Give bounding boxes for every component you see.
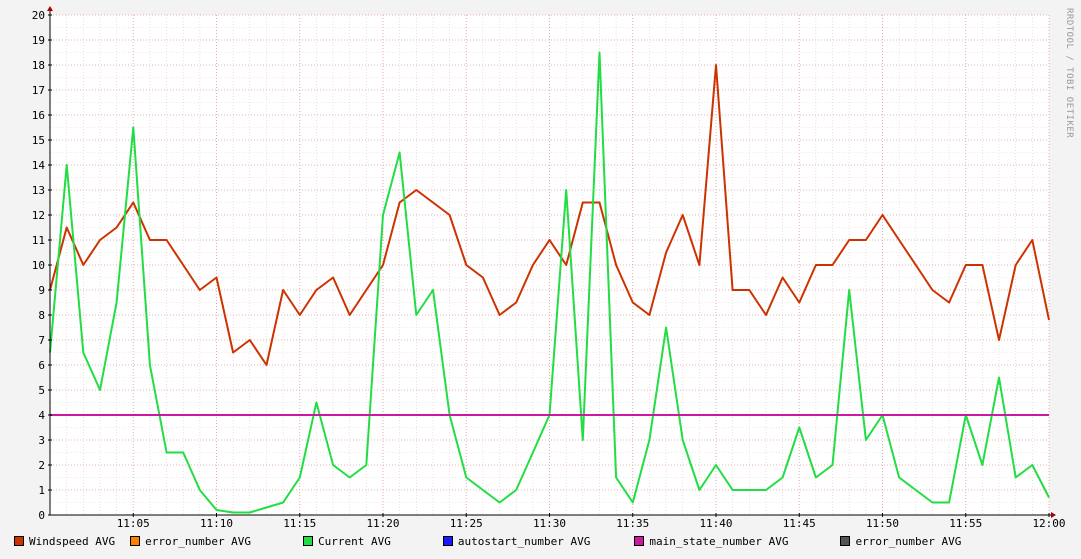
legend-item: error_number AVG xyxy=(840,535,961,548)
legend-item: error_number AVG xyxy=(130,535,251,548)
y-tick-label: 10 xyxy=(32,259,45,272)
x-tick-label: 11:55 xyxy=(949,517,982,530)
y-tick-label: 11 xyxy=(32,234,45,247)
legend-label: autostart_number AVG xyxy=(457,534,591,548)
y-tick-label: 16 xyxy=(32,109,45,122)
legend-label: Windspeed AVG xyxy=(29,534,116,548)
legend-swatch xyxy=(14,536,24,546)
x-tick-label: 11:10 xyxy=(200,517,233,530)
y-tick-label: 15 xyxy=(32,134,45,147)
y-tick-label: 20 xyxy=(32,9,45,22)
x-tick-label: 11:05 xyxy=(117,517,150,530)
legend-item: Current AVG xyxy=(303,535,391,548)
y-tick-label: 14 xyxy=(32,159,46,172)
legend-item: Windspeed AVG xyxy=(14,535,115,548)
y-tick-label: 13 xyxy=(32,184,45,197)
x-tick-label: 11:25 xyxy=(450,517,483,530)
x-tick-label: 11:40 xyxy=(699,517,732,530)
legend-item: autostart_number AVG xyxy=(442,534,591,548)
series-line-windspeed-avg xyxy=(49,64,1050,366)
y-tick-label: 18 xyxy=(32,59,45,72)
legend-label: Current AVG xyxy=(318,534,391,548)
y-tick-label: 3 xyxy=(38,434,45,447)
legend-label: error_number AVG xyxy=(855,534,962,548)
x-tick-label: 11:20 xyxy=(366,517,399,530)
legend-swatch xyxy=(130,536,141,546)
y-axis-arrow-icon xyxy=(47,6,53,11)
legend-item: main_state_number AVG xyxy=(634,535,788,548)
x-tick-label: 11:35 xyxy=(616,517,649,530)
watermark-text: RRDTOOL / TOBI OETIKER xyxy=(1064,8,1074,139)
y-tick-label: 2 xyxy=(38,459,45,472)
y-tick-label: 9 xyxy=(38,284,45,297)
legend-swatch xyxy=(840,536,851,546)
y-tick-label: 6 xyxy=(38,359,45,372)
x-tick-label: 12:00 xyxy=(1032,517,1065,530)
legend-swatch xyxy=(303,536,314,546)
x-tick-label: 11:15 xyxy=(283,517,316,530)
x-tick-label: 11:45 xyxy=(783,517,816,530)
y-tick-label: 0 xyxy=(38,509,45,522)
legend-label: error_number AVG xyxy=(145,534,252,548)
legend-swatch xyxy=(442,536,453,546)
y-tick-label: 8 xyxy=(38,309,45,322)
x-tick-label: 11:50 xyxy=(866,517,899,530)
x-tick-label: 11:30 xyxy=(533,517,566,530)
chart-legend: Windspeed AVG error_number AVG Current AVG… xyxy=(14,534,961,548)
y-tick-label: 17 xyxy=(32,84,45,97)
y-tick-label: 19 xyxy=(32,34,45,47)
y-tick-label: 1 xyxy=(38,484,45,497)
x-axis-arrow-icon xyxy=(1051,512,1056,518)
legend-label: main_state_number AVG xyxy=(649,534,789,548)
y-tick-label: 4 xyxy=(38,409,45,422)
y-tick-label: 7 xyxy=(38,334,45,347)
y-tick-label: 12 xyxy=(32,209,45,222)
y-tick-label: 5 xyxy=(38,384,45,397)
legend-swatch xyxy=(634,536,645,546)
